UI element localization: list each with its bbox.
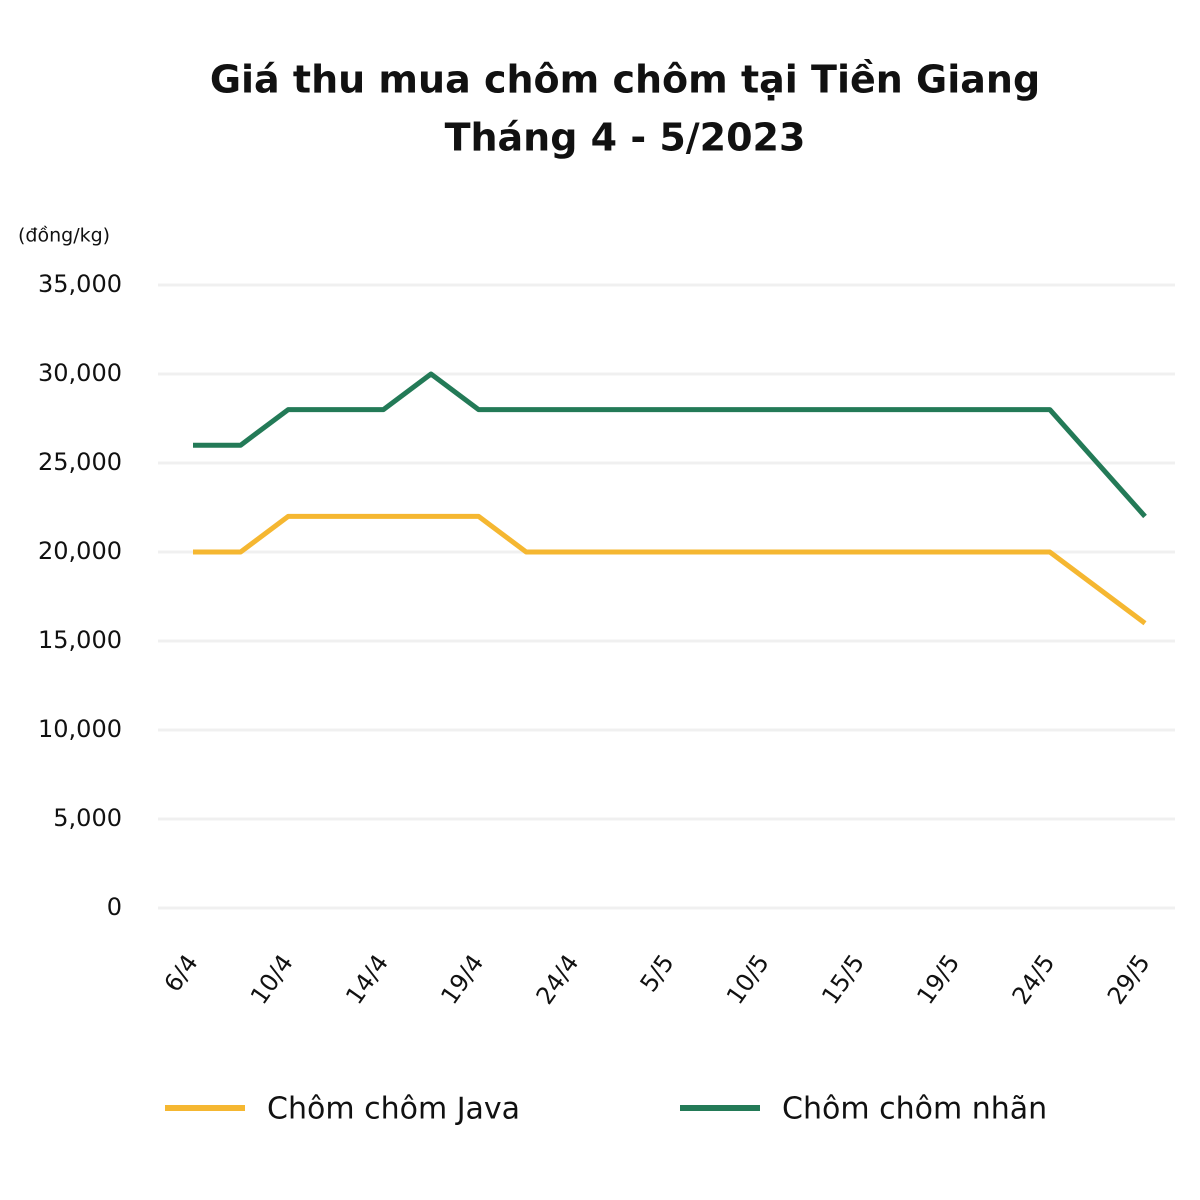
y-tick-label: 15,000 — [38, 626, 122, 654]
y-tick-label: 10,000 — [38, 715, 122, 743]
x-tick-label: 29/5 — [1102, 949, 1156, 1009]
legend-label: Chôm chôm nhãn — [782, 1092, 1047, 1127]
chart-subtitle: Tháng 4 - 5/2023 — [445, 116, 806, 160]
x-tick-label: 19/5 — [911, 949, 965, 1009]
x-tick-label: 19/4 — [435, 949, 489, 1009]
data-line — [193, 513, 1147, 626]
x-tick-label: 6/4 — [159, 949, 204, 997]
x-tick-label: 5/5 — [635, 949, 680, 997]
chart-title: Giá thu mua chôm chôm tại Tiền Giang — [210, 58, 1040, 102]
y-tick-label: 0 — [107, 893, 122, 921]
x-tick-label: 24/5 — [1007, 949, 1061, 1009]
y-axis-label: (đồng/kg) — [18, 225, 110, 247]
y-tick-label: 35,000 — [38, 270, 122, 298]
y-tick-label: 5,000 — [53, 804, 122, 832]
y-tick-label: 20,000 — [38, 537, 122, 565]
y-tick-label: 25,000 — [38, 448, 122, 476]
y-tick-label: 30,000 — [38, 359, 122, 387]
data-line — [193, 371, 1147, 519]
x-tick-label: 10/4 — [245, 949, 299, 1009]
x-tick-label: 15/5 — [816, 949, 870, 1009]
x-tick-label: 14/4 — [340, 949, 394, 1009]
x-tick-label: 10/5 — [721, 949, 775, 1009]
x-tick-label: 24/4 — [531, 949, 585, 1009]
legend-label: Chôm chôm Java — [267, 1092, 520, 1127]
